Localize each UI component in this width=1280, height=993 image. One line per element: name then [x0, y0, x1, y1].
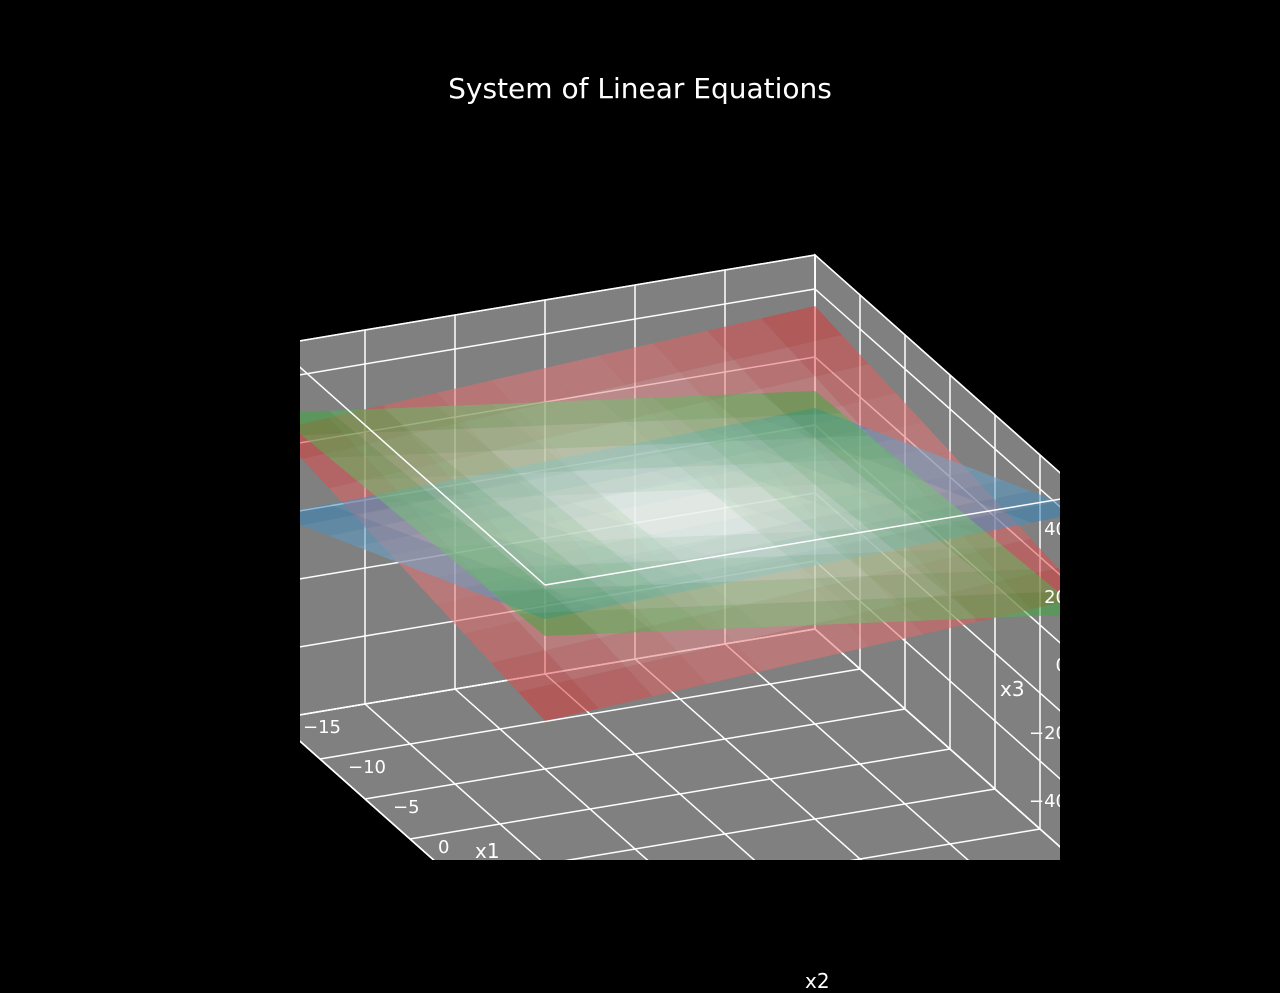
- tick-label: −20: [1029, 723, 1060, 744]
- chart-title: System of Linear Equations: [0, 72, 1280, 105]
- axis-label-x2: x2: [805, 969, 830, 993]
- tick-label: −10: [348, 757, 386, 778]
- plot-3d: −15−10−5051015−15−10−5051015−60−40−20020…: [300, 160, 1060, 860]
- tick-label: 20: [1044, 587, 1060, 608]
- tick-label: 0: [1056, 655, 1060, 676]
- tick-label: 0: [438, 837, 449, 858]
- tick-label: −15: [303, 717, 341, 738]
- tick-label: −5: [393, 797, 420, 818]
- tick-label: −60: [1029, 859, 1060, 860]
- axis-label-x3: x3: [1000, 677, 1025, 701]
- axis-label-x1: x1: [475, 839, 500, 863]
- tick-label: 40: [1044, 519, 1060, 540]
- tick-label: −40: [1029, 791, 1060, 812]
